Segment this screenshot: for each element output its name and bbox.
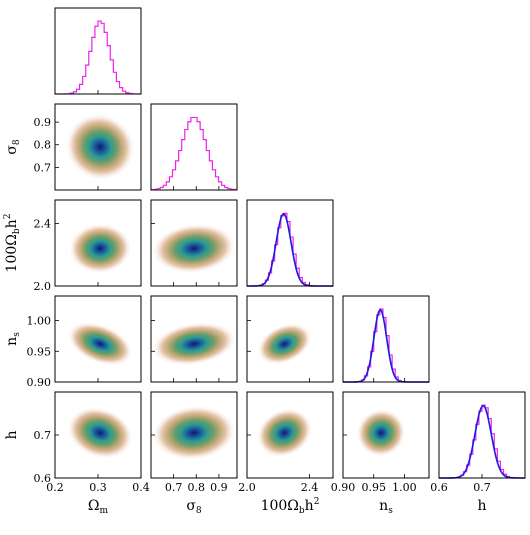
x-axis-label-2: 100Ωbh2: [261, 497, 320, 516]
panel-3-3: [342, 295, 430, 383]
panel-3-1: [150, 295, 238, 383]
x-axis-label-1: σ8: [186, 498, 202, 516]
histogram-2: [246, 212, 333, 287]
panel-frame: [246, 295, 334, 383]
y-tick-label: 0.7: [34, 429, 52, 442]
panel-2-0: 2.0 2.4: [34, 199, 142, 293]
panel-3-2: [246, 295, 334, 383]
x-tick-label: 0.8: [188, 481, 206, 494]
panel-2-1: [150, 199, 238, 287]
panel-frame: [150, 295, 238, 383]
y-tick-label: 0.9: [34, 116, 52, 129]
y-tick-label: 0.7: [34, 161, 52, 174]
panel-frame: [150, 199, 238, 287]
y-tick-label: 0.90: [27, 376, 52, 389]
panel-1-1: [150, 103, 238, 191]
x-axis-label-3: ns: [379, 498, 393, 516]
panel-frame: [150, 103, 238, 191]
x-tick-label: 0.4: [132, 481, 150, 494]
histogram-4: [439, 404, 526, 479]
x-tick-label: 0.95: [361, 481, 386, 494]
histogram-3: [343, 308, 429, 383]
panel-3-0: 0.90 0.95 1.00: [27, 295, 142, 389]
y-axis-label-1: σ8: [4, 139, 22, 155]
x-tick-label: 0.3: [89, 481, 107, 494]
x-axis-label-4: h: [477, 498, 486, 514]
y-axis-label-3: ns: [4, 332, 22, 346]
density-2-1: [153, 224, 235, 273]
x-tick-label: 2.4: [301, 481, 319, 494]
density-3-1: [153, 322, 235, 366]
density-3-2: [258, 323, 311, 365]
panel-4-4: 0.6 0.7: [430, 391, 526, 494]
x-axis-label-0: Ωm: [88, 498, 109, 516]
panel-2-2: [246, 199, 334, 287]
density-1-0: [66, 114, 135, 180]
y-tick-label: 0.6: [34, 472, 52, 485]
panel-0-0: [54, 7, 142, 95]
y-axis-label-2: 100Ωbh2: [3, 214, 22, 273]
y-tick-label: 1.00: [27, 315, 52, 328]
panel-frame: [246, 199, 334, 287]
panel-4-1: 0.7 0.8 0.9: [150, 391, 238, 494]
y-tick-label: 2.4: [34, 217, 52, 230]
panel-4-0: 0.2 0.3 0.4 0.6 0.7: [34, 391, 150, 494]
density-3-0: [68, 322, 132, 366]
y-tick-label: 0.95: [27, 345, 52, 358]
panel-4-3: 0.90 0.95 1.00: [331, 391, 430, 494]
panel-1-0: 0.7 0.8 0.9: [34, 103, 142, 191]
density-4-3: [357, 409, 405, 457]
density-4-1: [153, 406, 235, 460]
y-axis-label-4: h: [4, 430, 20, 439]
x-tick-label: 0.7: [473, 481, 491, 494]
x-tick-label: 0.2: [46, 481, 64, 494]
panel-frame: [342, 295, 430, 383]
x-tick-label: 2.0: [238, 481, 256, 494]
histogram-1: [150, 116, 238, 191]
density-4-0: [68, 407, 133, 459]
panel-4-2: 2.0 2.4: [238, 391, 334, 494]
y-tick-label: 2.0: [34, 280, 52, 293]
y-tick-label: 0.8: [34, 139, 52, 152]
histogram-0: [54, 20, 142, 95]
x-tick-label: 0.9: [210, 481, 228, 494]
density-4-2: [257, 408, 312, 457]
x-tick-label: 0.6: [430, 481, 448, 494]
gaussian-fit-4: [439, 404, 525, 479]
x-tick-label: 0.7: [165, 481, 183, 494]
x-tick-label: 1.00: [392, 481, 417, 494]
x-tick-label: 0.90: [331, 481, 356, 494]
density-2-0: [69, 223, 131, 274]
